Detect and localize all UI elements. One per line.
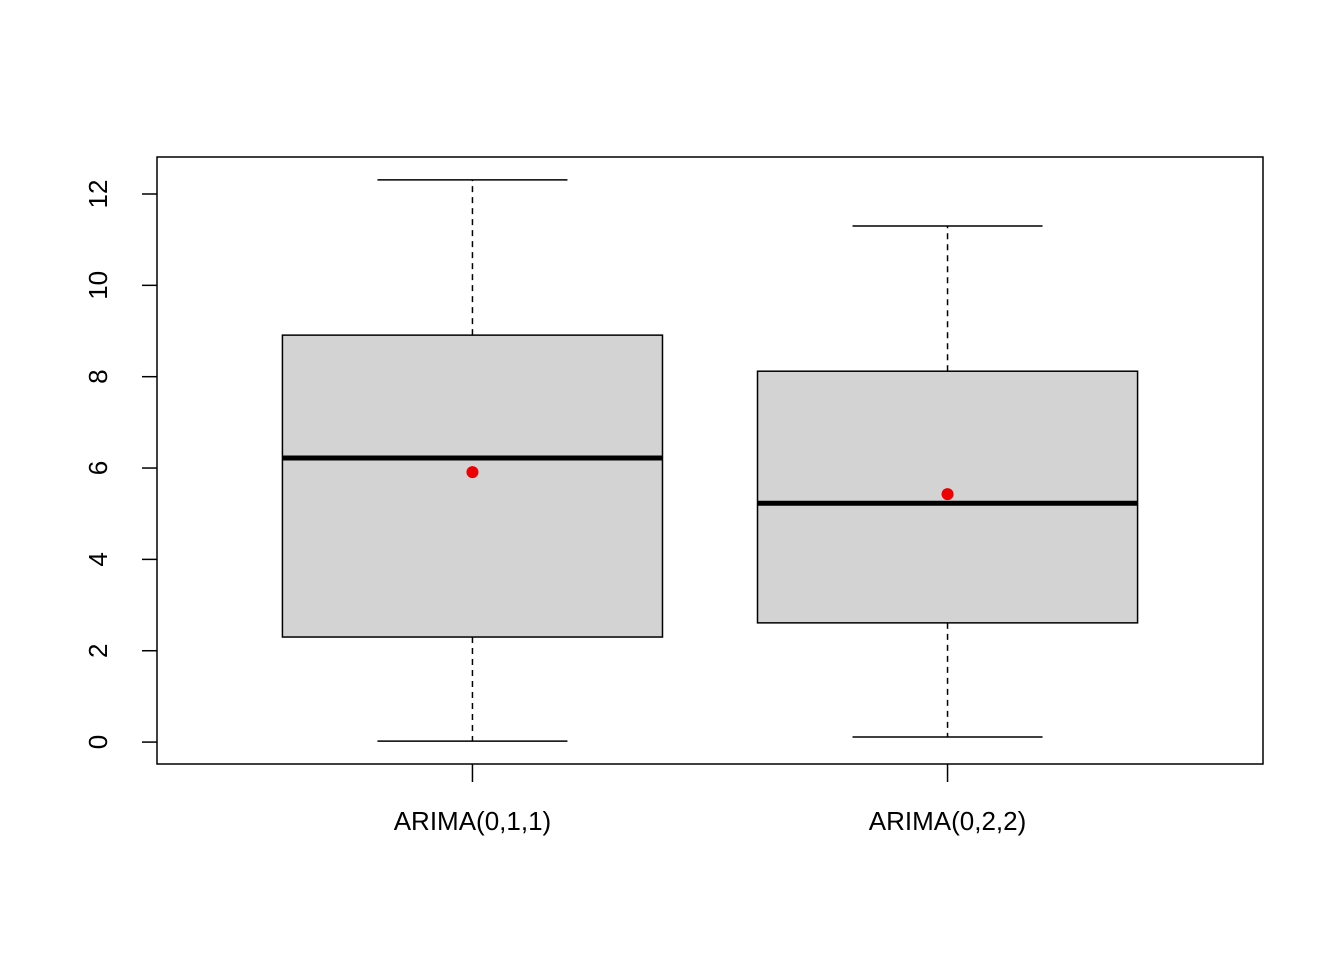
mean-point xyxy=(466,466,479,479)
y-tick-label: 12 xyxy=(83,180,113,209)
y-tick-label: 6 xyxy=(83,461,113,475)
y-tick-label: 8 xyxy=(83,369,113,383)
x-tick-label: ARIMA(0,1,1) xyxy=(394,806,552,836)
y-tick-label: 0 xyxy=(83,735,113,749)
plot-frame xyxy=(156,156,1264,765)
box xyxy=(281,334,664,638)
y-tick-label: 10 xyxy=(83,271,113,300)
y-tick-label: 4 xyxy=(83,552,113,566)
x-tick-label: ARIMA(0,2,2) xyxy=(869,806,1027,836)
mean-point xyxy=(941,488,954,501)
y-tick-label: 2 xyxy=(83,643,113,657)
